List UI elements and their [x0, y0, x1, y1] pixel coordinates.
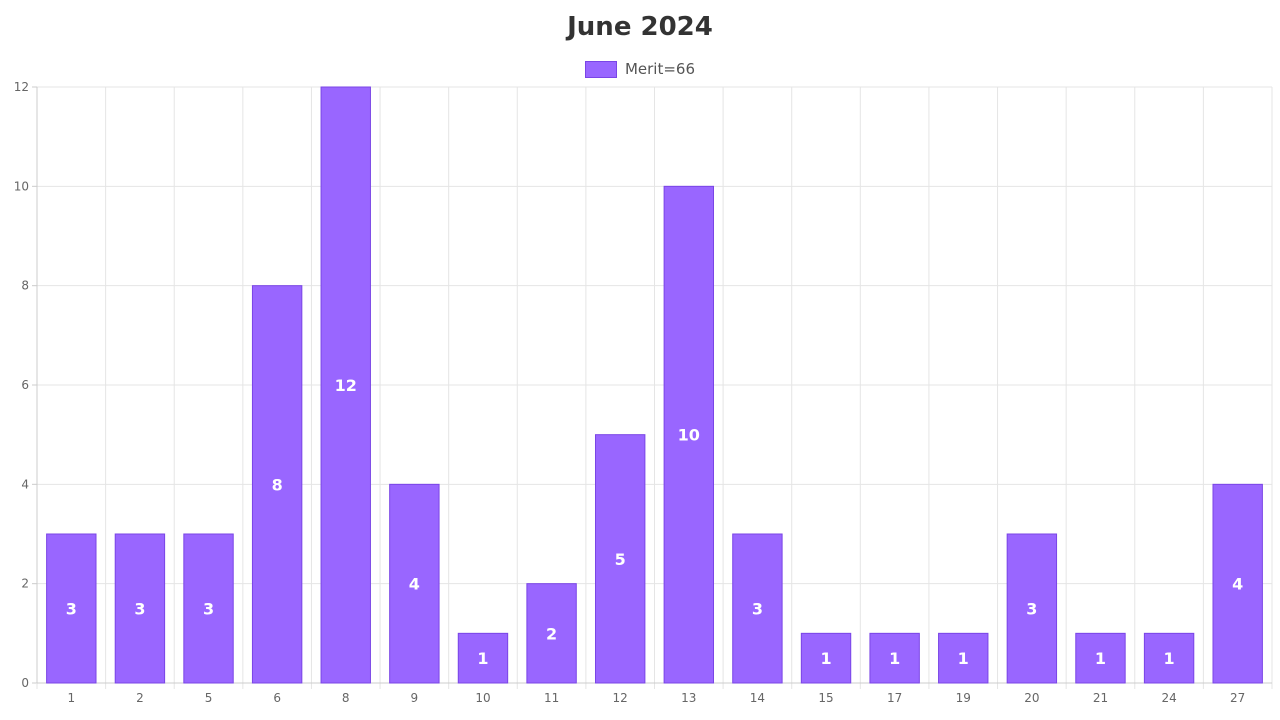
x-tick-label: 2 — [136, 691, 144, 705]
bar-value-label: 1 — [958, 649, 969, 668]
x-tick-label: 24 — [1161, 691, 1176, 705]
bar-value-label: 5 — [615, 550, 626, 569]
x-tick-label: 12 — [613, 691, 628, 705]
y-tick-label: 12 — [14, 80, 29, 94]
bar-value-label: 4 — [409, 575, 420, 594]
bar — [594, 434, 646, 684]
x-tick-label: 27 — [1230, 691, 1245, 705]
x-tick-label: 15 — [818, 691, 833, 705]
x-tick-label: 8 — [342, 691, 350, 705]
bar — [663, 185, 715, 684]
bar-value-label: 8 — [272, 475, 283, 494]
bar-value-label: 2 — [546, 624, 557, 643]
x-tick-label: 10 — [475, 691, 490, 705]
bar — [320, 86, 371, 684]
x-tick-label: 14 — [750, 691, 765, 705]
x-tick-label: 19 — [956, 691, 971, 705]
x-tick-label: 21 — [1093, 691, 1108, 705]
bar — [1006, 533, 1058, 684]
bar — [1143, 632, 1195, 684]
bar — [938, 632, 989, 684]
bar — [1075, 632, 1126, 684]
bar-value-label: 1 — [820, 649, 831, 668]
bar — [46, 533, 97, 684]
bar-value-label: 10 — [678, 426, 700, 445]
bar — [526, 583, 577, 684]
y-tick-label: 4 — [21, 477, 29, 491]
bar-value-label: 1 — [1164, 649, 1175, 668]
bar-value-label: 1 — [889, 649, 900, 668]
y-tick-label: 6 — [21, 378, 29, 392]
bar-value-label: 3 — [134, 600, 145, 619]
y-tick-label: 10 — [14, 179, 29, 193]
bar-value-label: 12 — [335, 376, 357, 395]
bar — [869, 632, 920, 684]
legend-label: Merit=66 — [624, 60, 696, 78]
x-tick-label: 20 — [1024, 691, 1039, 705]
x-tick-label: 1 — [67, 691, 75, 705]
bar — [114, 533, 166, 684]
x-tick-label: 11 — [544, 691, 559, 705]
chart-title: June 2024 — [567, 12, 713, 42]
bar-value-label: 3 — [1026, 600, 1037, 619]
bar — [800, 632, 852, 684]
bar — [1212, 483, 1263, 684]
bar — [183, 533, 234, 684]
bar — [457, 632, 509, 684]
x-tick-label: 5 — [205, 691, 213, 705]
y-tick-label: 2 — [21, 577, 29, 591]
x-tick-label: 17 — [887, 691, 902, 705]
x-tick-label: 6 — [273, 691, 281, 705]
legend[interactable]: Merit=66 — [0, 60, 1280, 78]
y-tick-label: 8 — [21, 279, 29, 293]
bar-value-label: 1 — [1095, 649, 1106, 668]
bar-value-label: 3 — [752, 600, 763, 619]
bar-value-label: 4 — [1232, 575, 1243, 594]
bar — [251, 285, 303, 684]
legend-swatch — [584, 60, 617, 78]
y-tick-label: 0 — [21, 676, 29, 690]
bar — [389, 483, 440, 684]
bar-value-label: 3 — [66, 600, 77, 619]
x-tick-label: 13 — [681, 691, 696, 705]
bar — [732, 533, 783, 684]
bar-value-label: 3 — [203, 600, 214, 619]
x-tick-label: 9 — [411, 691, 419, 705]
bar-value-label: 1 — [477, 649, 488, 668]
